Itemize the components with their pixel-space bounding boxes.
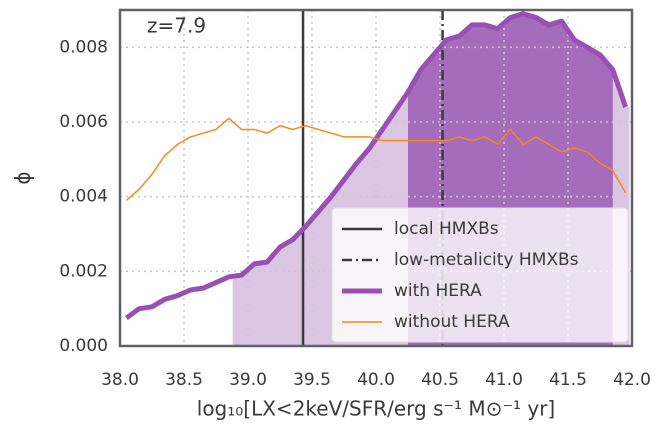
series-line xyxy=(125,117,627,201)
legend-label: with HERA xyxy=(394,281,482,301)
y-tick-label: 0.008 xyxy=(59,37,108,57)
legend-label: low-metalicity HMXBs xyxy=(394,250,579,270)
x-tick-label: 41.5 xyxy=(549,370,587,390)
x-tick-label: 40.5 xyxy=(421,370,459,390)
y-tick-label: 0.006 xyxy=(59,112,108,132)
legend-box xyxy=(331,207,629,343)
x-tick-label: 40.0 xyxy=(357,370,395,390)
legend-label: without HERA xyxy=(394,312,510,332)
plot-frame xyxy=(118,8,634,348)
x-tick-label: 38.5 xyxy=(165,370,203,390)
annotation: z=7.9 xyxy=(147,14,206,38)
x-tick-label: 39.0 xyxy=(229,370,267,390)
x-tick-label: 42.0 xyxy=(613,370,651,390)
y-tick-label: 0.000 xyxy=(59,336,108,356)
x-tick-label: 41.0 xyxy=(485,370,523,390)
x-tick-label: 38.0 xyxy=(101,370,139,390)
y-axis-label: ϕ xyxy=(11,171,35,184)
x-tick-label: 39.5 xyxy=(293,370,331,390)
legend-label: local HMXBs xyxy=(394,219,499,239)
y-tick-label: 0.004 xyxy=(59,187,108,207)
y-tick-label: 0.002 xyxy=(59,261,108,281)
legend: local HMXBs low-metalicity HMXBs with HERA… xyxy=(331,207,629,343)
x-axis-label: log₁₀[LX<2keV/SFR/erg s⁻¹ M⊙⁻¹ yr] xyxy=(197,397,555,421)
